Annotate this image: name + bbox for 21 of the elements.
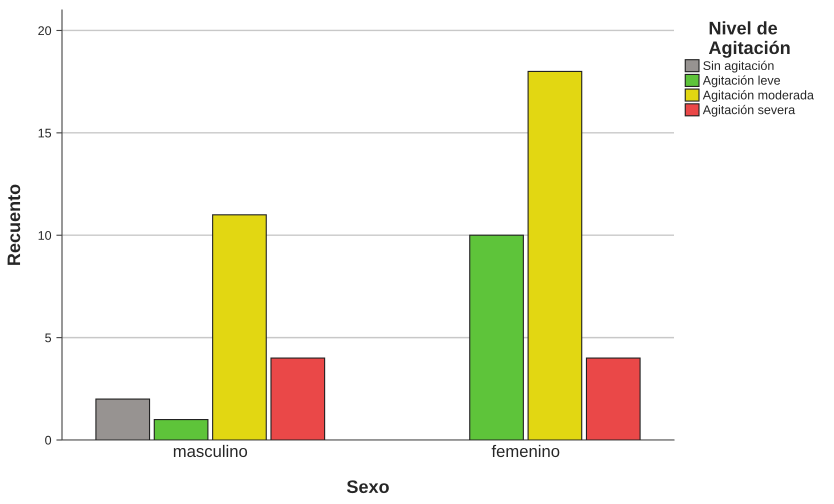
y-tick-label: 10 bbox=[38, 231, 52, 240]
y-axis-title: Recuento bbox=[8, 184, 20, 265]
y-tick-label: 0 bbox=[45, 436, 52, 445]
bar bbox=[154, 418, 208, 440]
x-axis-title: Sexo bbox=[346, 480, 389, 494]
x-tick-label: masculino bbox=[174, 444, 248, 458]
bar bbox=[212, 214, 267, 440]
y-tick-label: 5 bbox=[45, 334, 52, 342]
legend-label: Sin agitación bbox=[703, 60, 774, 73]
bar bbox=[95, 398, 150, 440]
y-tick-label: 15 bbox=[38, 128, 52, 138]
bar bbox=[270, 358, 326, 440]
bar bbox=[469, 234, 524, 440]
legend-label: Agitación moderada bbox=[702, 90, 814, 102]
y-tick-label: 20 bbox=[38, 26, 52, 36]
legend-label: Agitación severa bbox=[702, 104, 796, 117]
legend-title: Nivel de Agitación bbox=[708, 21, 790, 58]
legend-label: Agitación leve bbox=[702, 75, 780, 88]
bar bbox=[528, 70, 582, 440]
x-tick-label: femenino bbox=[492, 444, 560, 458]
bar bbox=[586, 358, 641, 440]
